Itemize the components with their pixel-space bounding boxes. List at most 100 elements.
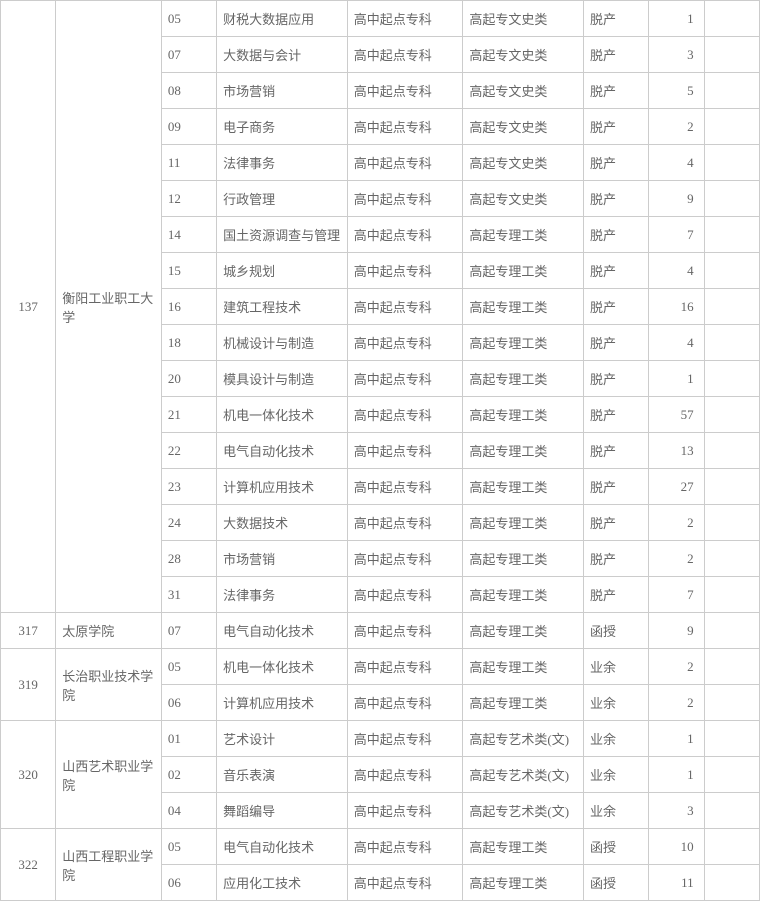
category-cell: 高起专理工类 xyxy=(463,685,584,721)
category-cell: 高起专理工类 xyxy=(463,541,584,577)
category-cell: 高起专理工类 xyxy=(463,361,584,397)
mode-cell: 脱产 xyxy=(584,1,649,37)
level-cell: 高中起点专科 xyxy=(347,253,463,289)
num-cell: 1 xyxy=(649,721,704,757)
category-cell: 高起专理工类 xyxy=(463,325,584,361)
major-code-cell: 24 xyxy=(161,505,216,541)
num-cell: 2 xyxy=(649,649,704,685)
level-cell: 高中起点专科 xyxy=(347,37,463,73)
major-code-cell: 05 xyxy=(161,829,216,865)
extra-cell xyxy=(704,109,759,145)
level-cell: 高中起点专科 xyxy=(347,757,463,793)
mode-cell: 业余 xyxy=(584,721,649,757)
category-cell: 高起专艺术类(文) xyxy=(463,721,584,757)
major-name-cell: 电气自动化技术 xyxy=(217,613,348,649)
mode-cell: 脱产 xyxy=(584,361,649,397)
num-cell: 10 xyxy=(649,829,704,865)
level-cell: 高中起点专科 xyxy=(347,397,463,433)
major-name-cell: 法律事务 xyxy=(217,577,348,613)
category-cell: 高起专理工类 xyxy=(463,217,584,253)
extra-cell xyxy=(704,181,759,217)
extra-cell xyxy=(704,613,759,649)
major-name-cell: 法律事务 xyxy=(217,145,348,181)
extra-cell xyxy=(704,145,759,181)
table-row: 137衡阳工业职工大学05财税大数据应用高中起点专科高起专文史类脱产1 xyxy=(1,1,760,37)
category-cell: 高起专艺术类(文) xyxy=(463,793,584,829)
major-name-cell: 音乐表演 xyxy=(217,757,348,793)
category-cell: 高起专文史类 xyxy=(463,145,584,181)
level-cell: 高中起点专科 xyxy=(347,217,463,253)
mode-cell: 函授 xyxy=(584,829,649,865)
major-name-cell: 城乡规划 xyxy=(217,253,348,289)
major-name-cell: 电子商务 xyxy=(217,109,348,145)
category-cell: 高起专理工类 xyxy=(463,613,584,649)
extra-cell xyxy=(704,217,759,253)
mode-cell: 脱产 xyxy=(584,577,649,613)
num-cell: 9 xyxy=(649,613,704,649)
num-cell: 4 xyxy=(649,145,704,181)
school-name-cell: 太原学院 xyxy=(56,613,162,649)
num-cell: 3 xyxy=(649,37,704,73)
major-code-cell: 07 xyxy=(161,37,216,73)
extra-cell xyxy=(704,541,759,577)
category-cell: 高起专文史类 xyxy=(463,1,584,37)
major-name-cell: 市场营销 xyxy=(217,73,348,109)
extra-cell xyxy=(704,1,759,37)
major-code-cell: 06 xyxy=(161,865,216,901)
num-cell: 1 xyxy=(649,361,704,397)
mode-cell: 脱产 xyxy=(584,469,649,505)
extra-cell xyxy=(704,325,759,361)
num-cell: 2 xyxy=(649,685,704,721)
category-cell: 高起专文史类 xyxy=(463,109,584,145)
level-cell: 高中起点专科 xyxy=(347,865,463,901)
level-cell: 高中起点专科 xyxy=(347,649,463,685)
mode-cell: 脱产 xyxy=(584,541,649,577)
mode-cell: 脱产 xyxy=(584,289,649,325)
table-row: 319长治职业技术学院05机电一体化技术高中起点专科高起专理工类业余2 xyxy=(1,649,760,685)
major-code-cell: 15 xyxy=(161,253,216,289)
mode-cell: 脱产 xyxy=(584,73,649,109)
category-cell: 高起专理工类 xyxy=(463,469,584,505)
school-id-cell: 322 xyxy=(1,829,56,901)
major-code-cell: 06 xyxy=(161,685,216,721)
num-cell: 7 xyxy=(649,217,704,253)
school-id-cell: 137 xyxy=(1,1,56,613)
major-name-cell: 应用化工技术 xyxy=(217,865,348,901)
major-name-cell: 计算机应用技术 xyxy=(217,469,348,505)
level-cell: 高中起点专科 xyxy=(347,721,463,757)
table-row: 317太原学院07电气自动化技术高中起点专科高起专理工类函授9 xyxy=(1,613,760,649)
level-cell: 高中起点专科 xyxy=(347,1,463,37)
major-name-cell: 机电一体化技术 xyxy=(217,397,348,433)
major-code-cell: 20 xyxy=(161,361,216,397)
extra-cell xyxy=(704,361,759,397)
category-cell: 高起专文史类 xyxy=(463,73,584,109)
major-code-cell: 21 xyxy=(161,397,216,433)
extra-cell xyxy=(704,37,759,73)
extra-cell xyxy=(704,757,759,793)
major-name-cell: 建筑工程技术 xyxy=(217,289,348,325)
category-cell: 高起专文史类 xyxy=(463,181,584,217)
extra-cell xyxy=(704,865,759,901)
major-code-cell: 16 xyxy=(161,289,216,325)
num-cell: 9 xyxy=(649,181,704,217)
level-cell: 高中起点专科 xyxy=(347,433,463,469)
major-name-cell: 机械设计与制造 xyxy=(217,325,348,361)
level-cell: 高中起点专科 xyxy=(347,541,463,577)
major-code-cell: 04 xyxy=(161,793,216,829)
major-code-cell: 18 xyxy=(161,325,216,361)
major-code-cell: 12 xyxy=(161,181,216,217)
level-cell: 高中起点专科 xyxy=(347,469,463,505)
major-code-cell: 28 xyxy=(161,541,216,577)
major-code-cell: 05 xyxy=(161,1,216,37)
num-cell: 57 xyxy=(649,397,704,433)
num-cell: 2 xyxy=(649,541,704,577)
major-name-cell: 国土资源调查与管理 xyxy=(217,217,348,253)
major-name-cell: 行政管理 xyxy=(217,181,348,217)
extra-cell xyxy=(704,397,759,433)
category-cell: 高起专理工类 xyxy=(463,253,584,289)
level-cell: 高中起点专科 xyxy=(347,325,463,361)
level-cell: 高中起点专科 xyxy=(347,181,463,217)
mode-cell: 脱产 xyxy=(584,145,649,181)
school-id-cell: 320 xyxy=(1,721,56,829)
school-name-cell: 长治职业技术学院 xyxy=(56,649,162,721)
